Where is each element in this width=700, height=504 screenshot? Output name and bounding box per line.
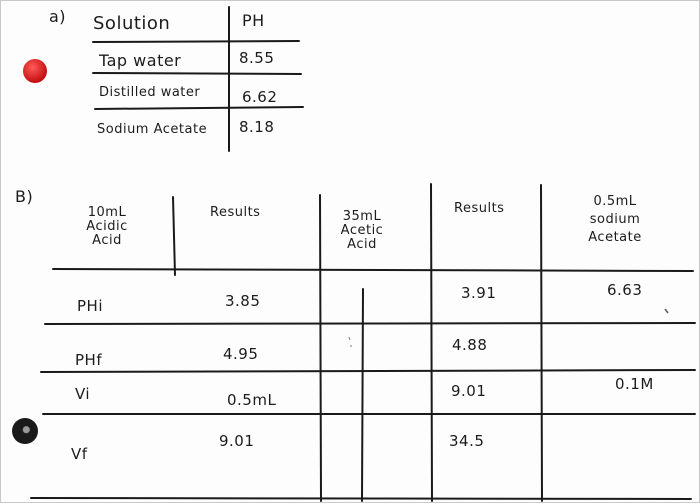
- part-b-label: B): [15, 187, 34, 206]
- part-a-row-solution: Sodium Acetate: [97, 122, 208, 137]
- part-b-header-col3: 35mL Acetic Acid: [340, 209, 384, 252]
- dark-dot-marker: [12, 418, 38, 444]
- part-a-header-ph: PH: [242, 11, 265, 30]
- part-b-cell-extra: 6.63: [607, 281, 643, 299]
- part-a-row-solution: Tap water: [99, 51, 182, 70]
- part-b-header-col4: Results: [454, 201, 505, 216]
- part-b-header-col5: 0.5mL sodium Acetate: [588, 194, 642, 245]
- part-a-label: a): [49, 7, 67, 26]
- part-b-cell-results1: 0.5mL: [227, 391, 277, 409]
- part-b-header-col1: 10mL Acidic Acid: [86, 205, 128, 248]
- part-b-header-col2: Results: [210, 205, 261, 220]
- part-b-row-label: Vi: [75, 385, 91, 403]
- part-b-cell-results2: 9.01: [451, 382, 487, 400]
- part-a-row-ph: 8.18: [239, 118, 275, 136]
- part-a-row-solution: Distilled water: [99, 85, 201, 100]
- part-b-cell-results2: 34.5: [449, 432, 485, 450]
- part-a-row-ph: 6.62: [242, 88, 278, 106]
- part-b-row-label: PHf: [75, 351, 103, 369]
- part-b-cell-results1: 4.95: [223, 345, 259, 363]
- part-b-cell-extra: 0.1M: [615, 375, 654, 393]
- part-b-cell-results1: 9.01: [219, 432, 255, 450]
- part-b-cell-results2: 3.91: [461, 284, 497, 302]
- part-b-cell-results2: 4.88: [452, 336, 488, 354]
- red-dot-marker: [23, 59, 47, 83]
- part-b-cell-results1: 3.85: [225, 292, 261, 310]
- part-b-row-label: Vf: [71, 445, 88, 463]
- part-b-row-label: PHi: [77, 297, 103, 315]
- part-a-row-ph: 8.55: [239, 49, 275, 67]
- part-a-header-solution: Solution: [93, 13, 171, 34]
